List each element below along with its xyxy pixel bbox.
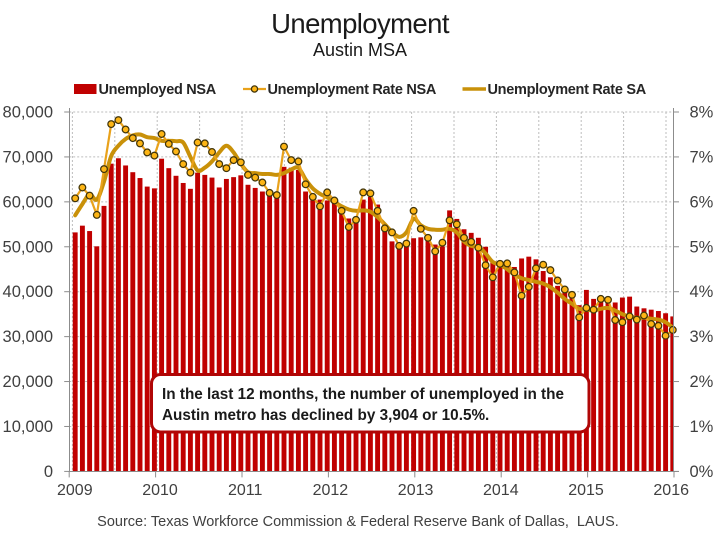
svg-text:70,000: 70,000 (3, 148, 53, 166)
svg-text:Source: Texas Workforce Commis: Source: Texas Workforce Commission & Fed… (97, 514, 619, 530)
svg-text:Unemployment: Unemployment (271, 8, 450, 39)
svg-text:1%: 1% (690, 418, 714, 436)
svg-text:2%: 2% (690, 373, 714, 391)
svg-text:2010: 2010 (142, 482, 178, 499)
svg-text:2012: 2012 (313, 482, 349, 499)
svg-text:0%: 0% (690, 463, 714, 481)
svg-text:4%: 4% (690, 283, 714, 301)
svg-text:7%: 7% (690, 148, 714, 166)
svg-text:40,000: 40,000 (3, 283, 53, 301)
svg-text:8%: 8% (690, 104, 714, 122)
svg-text:60,000: 60,000 (3, 193, 53, 211)
svg-text:Austin MSA: Austin MSA (313, 40, 407, 60)
svg-text:2013: 2013 (398, 482, 434, 499)
svg-text:50,000: 50,000 (3, 238, 53, 256)
svg-text:3%: 3% (690, 328, 714, 346)
svg-text:2009: 2009 (57, 482, 93, 499)
svg-text:2011: 2011 (228, 482, 263, 499)
svg-text:2014: 2014 (483, 482, 519, 499)
svg-text:Unemployment Rate SA: Unemployment Rate SA (488, 82, 647, 98)
svg-text:80,000: 80,000 (3, 104, 53, 122)
svg-text:Austin metro has declined by 3: Austin metro has declined by 3,904 or 10… (162, 407, 489, 424)
svg-text:6%: 6% (690, 193, 714, 211)
svg-text:0: 0 (44, 463, 53, 481)
svg-text:30,000: 30,000 (3, 328, 53, 346)
svg-text:2016: 2016 (653, 482, 689, 499)
svg-text:5%: 5% (690, 238, 714, 256)
svg-text:10,000: 10,000 (3, 418, 53, 436)
svg-text:20,000: 20,000 (3, 373, 53, 391)
svg-text:Unemployment Rate NSA: Unemployment Rate NSA (268, 82, 437, 98)
svg-text:2015: 2015 (568, 482, 604, 499)
svg-text:Unemployed NSA: Unemployed NSA (99, 82, 217, 98)
svg-text:In the last 12 months, the num: In the last 12 months, the number of une… (162, 386, 564, 403)
